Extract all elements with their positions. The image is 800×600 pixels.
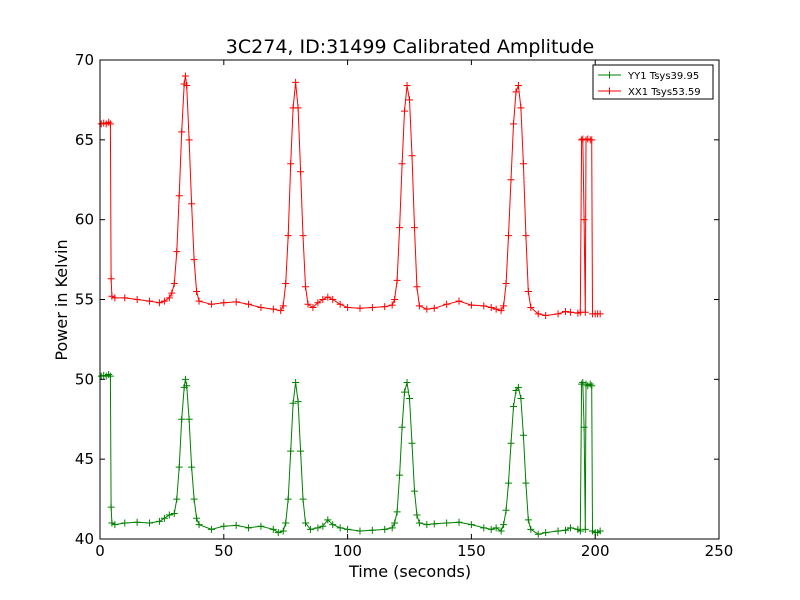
chart-figure: 3C274, ID:31499 Calibrated Amplitude 0 50… [0,0,800,600]
y-tick-label: 60 [75,211,94,229]
x-axis-label: Time (seconds) [348,562,471,581]
x-tick-label: 250 [705,542,734,560]
y-tick-label: 55 [75,291,94,309]
y-tick-label: 65 [75,131,94,149]
x-tick-label: 0 [95,542,105,560]
legend: YY1 Tsys39.95 XX1 Tsys53.59 [593,65,713,99]
x-tick-label: 150 [457,542,486,560]
y-tick-label: 45 [75,450,94,468]
x-tick-label: 50 [214,542,233,560]
chart-title: 3C274, ID:31499 Calibrated Amplitude [226,36,594,58]
y-axis-label: Power in Kelvin [52,239,71,360]
x-tick-label: 100 [333,542,362,560]
y-tick-label: 70 [75,51,94,69]
legend-label: XX1 Tsys53.59 [628,87,701,98]
y-tick-label: 40 [75,530,94,548]
x-tick-label: 200 [581,542,610,560]
y-tick-label: 50 [75,370,94,388]
legend-label: YY1 Tsys39.95 [627,71,699,82]
